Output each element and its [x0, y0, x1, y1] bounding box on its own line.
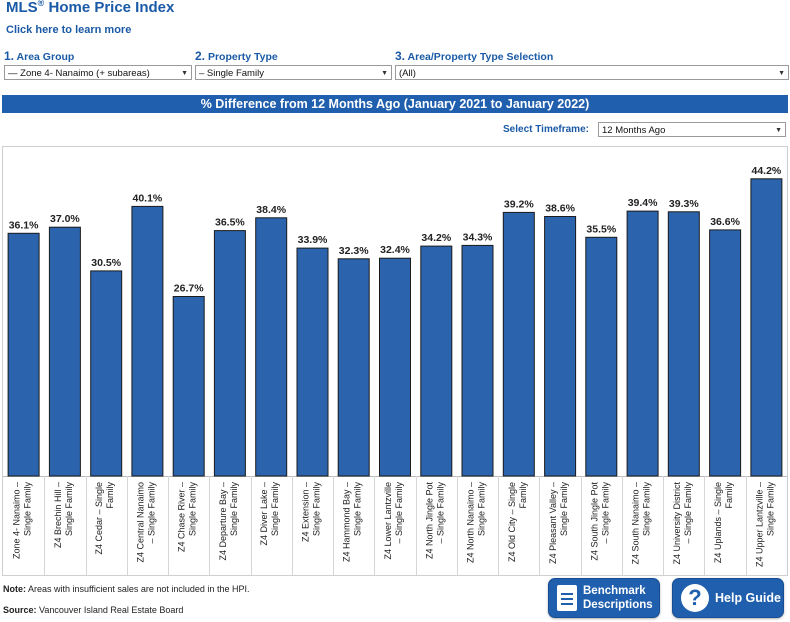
tick-label-18: Z4 Upper Lantzville –Single Family — [754, 482, 775, 568]
data-label-0: 36.1% — [9, 219, 39, 231]
chevron-down-icon: ▼ — [778, 70, 785, 77]
data-label-12: 39.2% — [504, 198, 534, 210]
data-label-17: 36.6% — [710, 216, 740, 228]
tick-label-8: Z4 Hammond Bay –Single Family — [342, 482, 363, 563]
bar-13[interactable] — [544, 216, 577, 477]
bar-chart: 36.1% Zone 4- Nanaimo –Single Family 37.0%… — [2, 146, 788, 576]
bar-1[interactable] — [48, 226, 81, 477]
tick-label-6: Z4 Diver Lake –Single Family — [259, 482, 280, 546]
data-label-18: 44.2% — [752, 165, 782, 177]
data-label-1: 37.0% — [50, 213, 80, 225]
property-type-label: 2. Property Type — [195, 49, 278, 63]
property-type-select[interactable]: – Single Family ▼ — [195, 65, 392, 80]
tick-label-13: Z4 Pleasant Valley –Single Family — [548, 482, 569, 564]
area-group-filter: 1. Area Group — Zone 4- Nanaimo (+ subar… — [4, 49, 192, 80]
bar-6[interactable] — [255, 217, 288, 477]
bar-11[interactable] — [461, 244, 494, 477]
area-property-selection-label: 3. Area/Property Type Selection — [395, 49, 554, 63]
bar-5[interactable] — [213, 230, 246, 477]
benchmark-descriptions-button[interactable]: Benchmark Descriptions — [548, 578, 660, 618]
area-property-selection-filter: 3. Area/Property Type Selection (All) ▼ — [395, 49, 789, 80]
data-label-8: 32.3% — [339, 245, 369, 257]
tick-label-15: Z4 South Nanaimo –Single Family — [631, 482, 652, 565]
benchmark-descriptions-label: Benchmark Descriptions — [583, 585, 653, 611]
area-group-label: 1. Area Group — [4, 49, 75, 63]
chart-title-banner: % Difference from 12 Months Ago (January… — [2, 95, 788, 113]
bar-15[interactable] — [626, 210, 659, 477]
help-guide-button[interactable]: ? Help Guide — [672, 578, 784, 618]
bar-8[interactable] — [337, 258, 370, 477]
bar-12[interactable] — [502, 211, 535, 477]
tick-label-16: Z4 University District– Single Family — [672, 482, 693, 565]
area-group-select[interactable]: — Zone 4- Nanaimo (+ subareas) ▼ — [4, 65, 192, 80]
tick-label-10: Z4 North Jingle Pot– Single Family — [424, 482, 445, 560]
data-label-9: 32.4% — [380, 244, 410, 256]
note-text: Note: Areas with insufficient sales are … — [3, 584, 250, 594]
data-label-10: 34.2% — [421, 232, 451, 244]
data-label-13: 38.6% — [545, 203, 575, 215]
tick-label-3: Z4 Central Nanaimo– Single Family — [135, 482, 156, 563]
bar-14[interactable] — [585, 236, 618, 477]
tick-label-7: Z4 Extension –Single Family — [301, 482, 322, 543]
bar-10[interactable] — [420, 245, 453, 477]
tick-label-9: Z4 Lower Lantzville– Single Family — [383, 482, 404, 560]
chevron-down-icon: ▼ — [775, 127, 782, 134]
timeframe-label: Select Timeframe: — [503, 124, 589, 135]
bar-18[interactable] — [750, 178, 783, 477]
bar-chart-svg: 36.1% Zone 4- Nanaimo –Single Family 37.0%… — [3, 165, 787, 575]
bar-9[interactable] — [379, 257, 411, 477]
tick-label-17: Z4 Uplands – SingleFamily — [713, 482, 734, 564]
data-label-6: 38.4% — [256, 204, 286, 216]
tick-label-0: Zone 4- Nanaimo –Single Family — [12, 482, 33, 560]
property-type-filter: 2. Property Type – Single Family ▼ — [195, 49, 392, 80]
data-label-11: 34.3% — [463, 231, 493, 243]
tick-label-14: Z4 South Jingle Pot– Single Family — [589, 482, 610, 561]
learn-more-link[interactable]: Click here to learn more — [6, 24, 132, 36]
bar-16[interactable] — [667, 211, 700, 477]
bar-2[interactable] — [90, 270, 123, 477]
bar-4[interactable] — [172, 296, 205, 477]
tick-label-2: Z4 Cedar – SingleFamily — [94, 482, 115, 555]
tick-label-12: Z4 Old City – SingleFamily — [507, 482, 528, 563]
tick-label-11: Z4 North Nanaimo –Single Family — [466, 482, 487, 564]
tick-label-4: Z4 Chase River –Single Family — [177, 482, 198, 553]
question-icon: ? — [681, 584, 709, 612]
source-text: Source: Vancouver Island Real Estate Boa… — [3, 605, 184, 615]
data-label-2: 30.5% — [91, 257, 121, 269]
help-guide-label: Help Guide — [715, 591, 781, 605]
bar-17[interactable] — [709, 229, 742, 477]
timeframe-select[interactable]: 12 Months Ago ▼ — [598, 122, 786, 137]
data-label-7: 33.9% — [298, 234, 328, 246]
data-label-3: 40.1% — [133, 192, 163, 204]
bar-7[interactable] — [296, 247, 329, 477]
document-icon — [557, 585, 577, 611]
chevron-down-icon: ▼ — [181, 70, 188, 77]
app-title: MLS® Home Price Index — [6, 0, 175, 16]
data-label-5: 36.5% — [215, 217, 245, 229]
data-label-14: 35.5% — [586, 223, 616, 235]
data-label-16: 39.3% — [669, 198, 699, 210]
data-label-4: 26.7% — [174, 283, 204, 295]
area-property-selection-select[interactable]: (All) ▼ — [395, 65, 789, 80]
tick-label-5: Z4 Departure Bay –Single Family — [218, 482, 239, 561]
chevron-down-icon: ▼ — [381, 70, 388, 77]
tick-label-1: Z4 Brechin Hill –Single Family — [53, 482, 74, 549]
bar-0[interactable] — [7, 232, 40, 477]
bar-3[interactable] — [131, 205, 164, 477]
data-label-15: 39.4% — [628, 197, 658, 209]
